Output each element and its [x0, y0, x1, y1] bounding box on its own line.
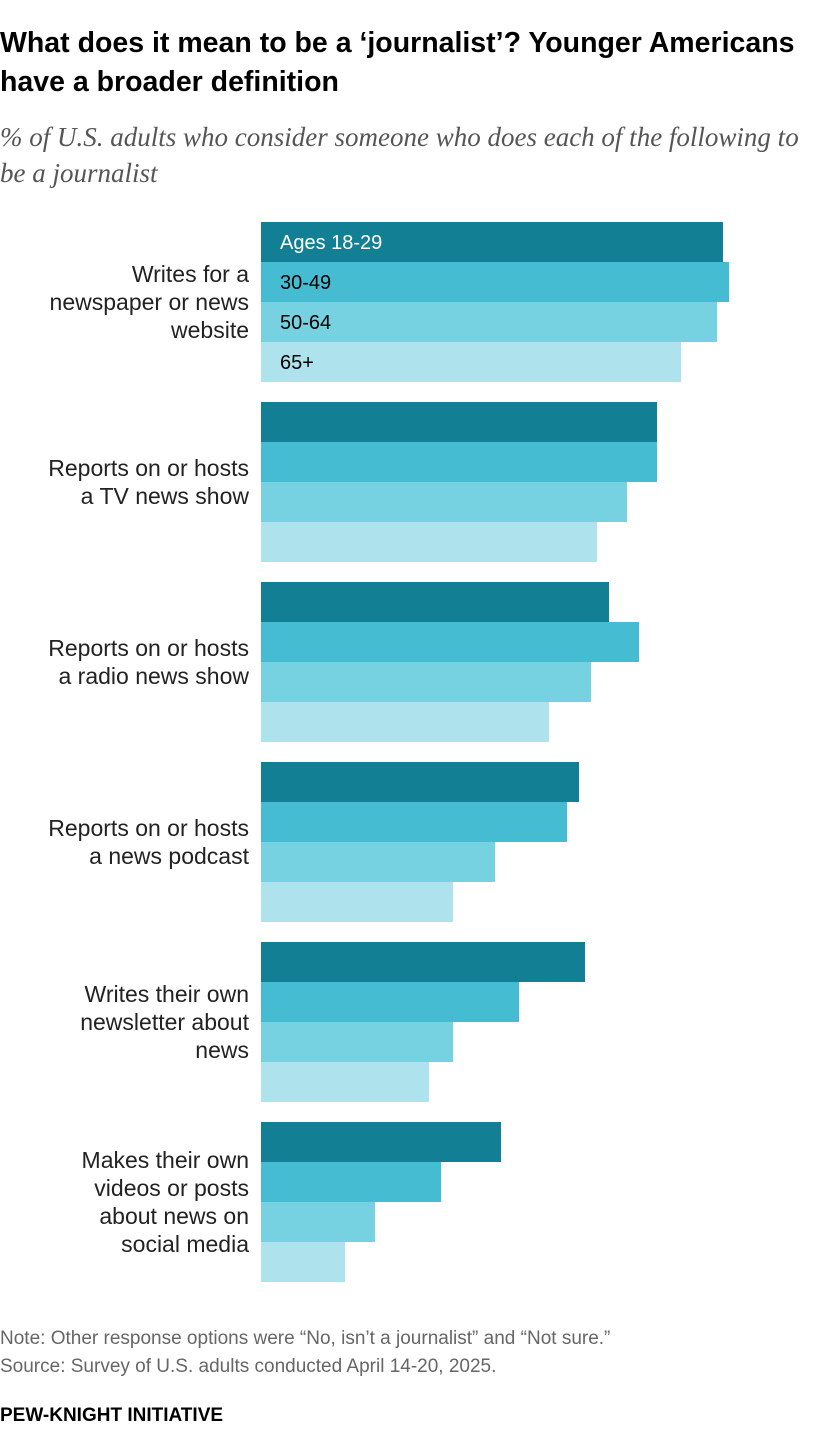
chart-note: Note: Other response options were “No, i…	[0, 1328, 611, 1349]
bar-2-50-64	[261, 482, 627, 522]
bar-5-30-49	[261, 982, 519, 1022]
bar-6-ages-18-29	[261, 1122, 501, 1162]
bar-2-ages-18-29	[261, 402, 657, 442]
bar-4-ages-18-29	[261, 762, 579, 802]
chart-title: What does it mean to be a ‘journalist’? …	[0, 27, 795, 98]
chart-subtitle: % of U.S. adults who consider someone wh…	[0, 122, 799, 188]
bar-4-30-49	[261, 802, 567, 842]
bar-6-30-49	[261, 1162, 441, 1202]
bar-2-30-49	[261, 442, 657, 482]
brand-logo-text: PEW-KNIGHT INITIATIVE	[0, 1405, 224, 1426]
category-label-1: Writes for a newspaper or news website	[50, 261, 250, 343]
bar-5-50-64	[261, 1022, 453, 1062]
legend-label-30-49: 30-49	[280, 272, 331, 294]
bar-4-65-	[261, 882, 453, 922]
legend-label-50-64: 50-64	[280, 312, 331, 334]
bar-6-50-64	[261, 1202, 375, 1242]
bar-1-30-49	[261, 262, 729, 302]
category-label-4: Reports on or hosts a news podcast	[48, 815, 249, 869]
category-label-5: Writes their own newsletter about news	[80, 981, 249, 1063]
bar-6-65-	[261, 1242, 345, 1282]
category-label-6: Makes their own videos or posts about news…	[82, 1147, 250, 1257]
legend-label-65-: 65+	[280, 352, 314, 374]
bar-5-65-	[261, 1062, 429, 1102]
bar-1-50-64	[261, 302, 717, 342]
bar-3-30-49	[261, 622, 639, 662]
bar-chart: Ages 18-29 30-49 50-64 65+ Writes for a newsp…	[48, 222, 729, 1282]
legend-label-ages-18-29: Ages 18-29	[280, 232, 382, 254]
bar-3-ages-18-29	[261, 582, 609, 622]
bar-5-ages-18-29	[261, 942, 585, 982]
bar-4-50-64	[261, 842, 495, 882]
category-label-2: Reports on or hosts a TV news show	[48, 455, 249, 509]
bar-2-65-	[261, 522, 597, 562]
category-label-3: Reports on or hosts a radio news show	[48, 635, 249, 689]
chart-source: Source: Survey of U.S. adults conducted …	[0, 1356, 497, 1377]
bar-1-65-	[261, 342, 681, 382]
bar-1-ages-18-29	[261, 222, 723, 262]
bar-3-65-	[261, 702, 549, 742]
bar-3-50-64	[261, 662, 591, 702]
